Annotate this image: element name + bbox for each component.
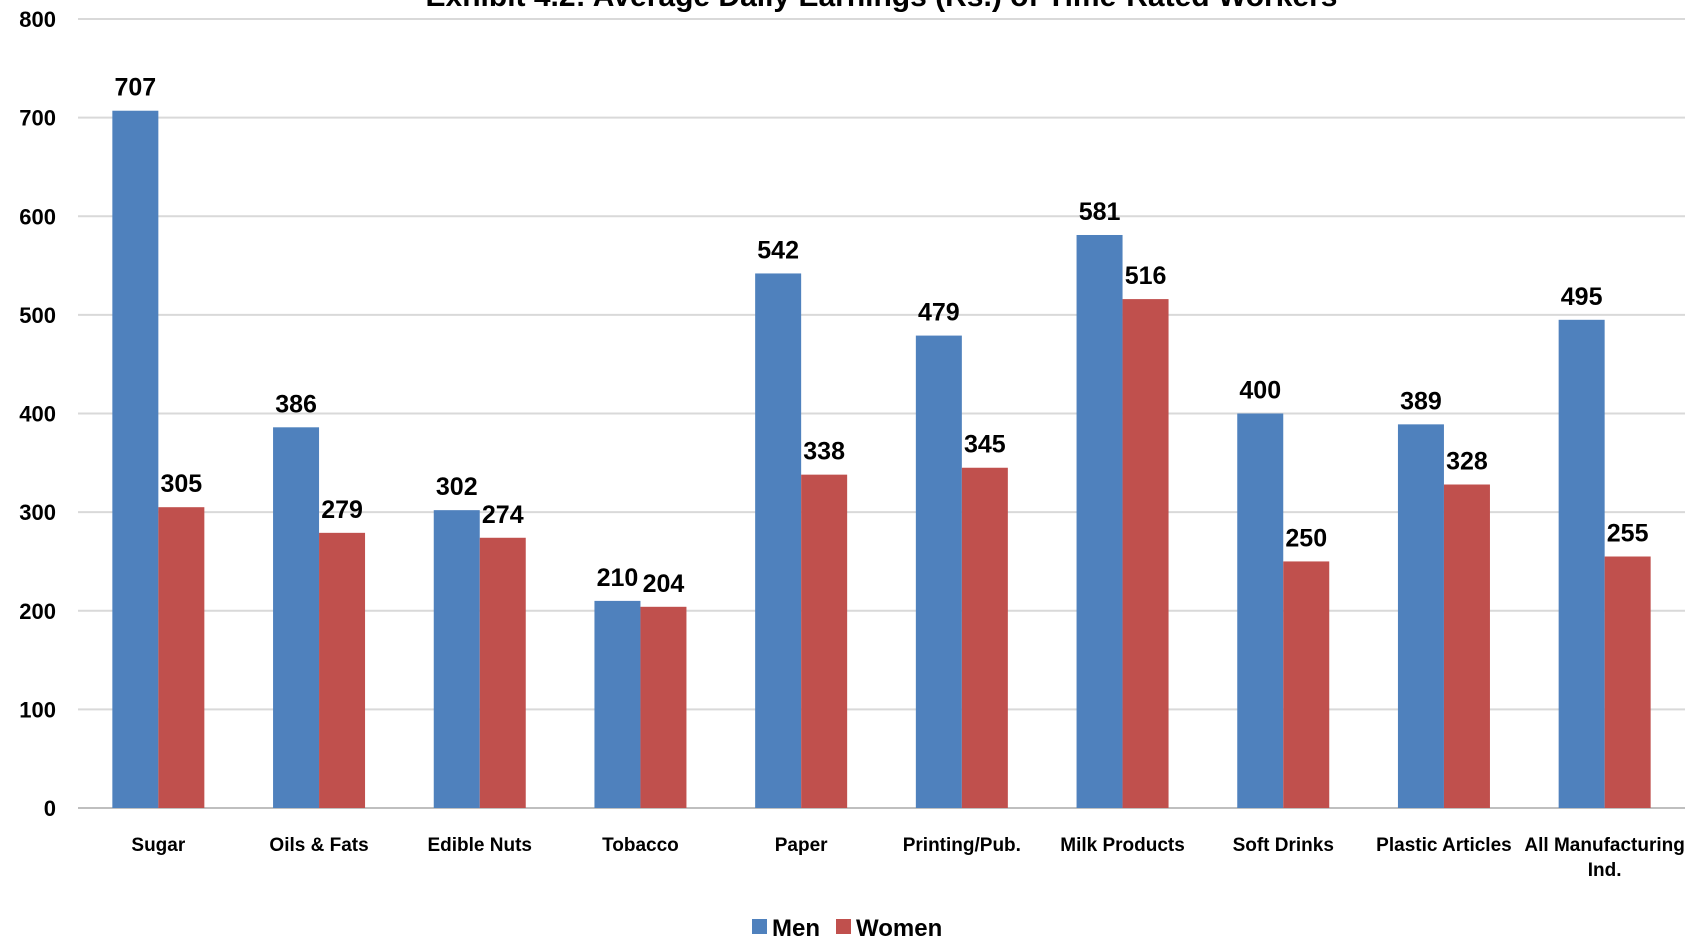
bar-women (640, 606, 687, 808)
data-label-women: 328 (1446, 448, 1488, 476)
data-label-women: 250 (1285, 524, 1327, 552)
y-tick-label: 100 (19, 697, 56, 722)
data-label-men: 707 (114, 74, 156, 102)
x-category-label: Ind. (1588, 860, 1622, 881)
x-category-label: Milk Products (1060, 835, 1185, 856)
x-category-label: Edible Nuts (427, 835, 532, 856)
y-tick-label: 600 (19, 204, 56, 229)
legend-swatch-women (836, 919, 851, 934)
y-tick-label: 0 (44, 796, 56, 821)
y-tick-label: 200 (19, 599, 56, 624)
x-category-label: Oils & Fats (269, 835, 368, 856)
data-label-women: 345 (964, 431, 1006, 459)
chart-title: Exhibit 4.2: Average Daily Earnings (Rs.… (426, 0, 1338, 13)
bar-men (112, 110, 159, 808)
data-label-men: 479 (918, 299, 960, 327)
data-label-women: 305 (160, 470, 202, 498)
bar-women (801, 474, 848, 808)
data-label-women: 255 (1607, 520, 1649, 548)
bar-women (1283, 561, 1330, 808)
legend: Men Women (752, 915, 942, 942)
bar-women (479, 537, 526, 808)
y-tick-label: 400 (19, 402, 56, 427)
bar-men (1397, 424, 1444, 808)
data-label-men: 581 (1079, 198, 1121, 226)
legend-label-men: Men (772, 915, 820, 942)
x-category-label: Paper (775, 835, 828, 856)
data-label-men: 542 (757, 236, 799, 264)
bar-men (1558, 319, 1605, 808)
bars (112, 110, 1651, 808)
data-label-women: 338 (803, 438, 845, 466)
bar-men (755, 273, 802, 808)
x-category-label: Soft Drinks (1233, 835, 1334, 856)
bar-men (915, 335, 962, 808)
x-category-label: Sugar (131, 835, 185, 856)
data-label-men: 400 (1239, 377, 1281, 405)
data-label-women: 204 (643, 570, 685, 598)
data-label-men: 210 (597, 564, 639, 592)
y-axis-ticks: 0 100 200 300 400 500 600 700 800 (19, 7, 56, 821)
bar-men (594, 600, 641, 808)
legend-label-women: Women (856, 915, 942, 942)
bar-women (319, 532, 366, 808)
y-tick-label: 300 (19, 500, 56, 525)
y-tick-label: 800 (19, 7, 56, 32)
bar-women (1604, 556, 1651, 808)
x-category-label: Printing/Pub. (903, 835, 1021, 856)
y-tick-label: 500 (19, 303, 56, 328)
bar-men (1237, 413, 1284, 808)
data-label-women: 516 (1125, 262, 1167, 290)
x-category-label: All Manufacturing (1524, 835, 1684, 856)
bar-women (1122, 299, 1169, 808)
bar-women (158, 507, 205, 808)
bar-men (1076, 234, 1123, 808)
x-category-label: Plastic Articles (1376, 835, 1512, 856)
data-label-women: 279 (321, 496, 363, 524)
legend-swatch-men (752, 919, 767, 934)
data-label-men: 386 (275, 390, 317, 418)
y-tick-label: 700 (19, 106, 56, 131)
bar-women (1443, 484, 1490, 808)
data-label-men: 302 (436, 473, 478, 501)
bar-women (961, 467, 1008, 808)
bar-men (433, 510, 480, 808)
data-label-men: 495 (1561, 283, 1603, 311)
x-axis-categories: Sugar Oils & Fats Edible Nuts Tobacco Paper P… (131, 835, 1684, 881)
x-category-label: Tobacco (602, 835, 679, 856)
bar-men (273, 427, 320, 808)
data-label-men: 389 (1400, 387, 1442, 415)
data-label-women: 274 (482, 501, 524, 529)
